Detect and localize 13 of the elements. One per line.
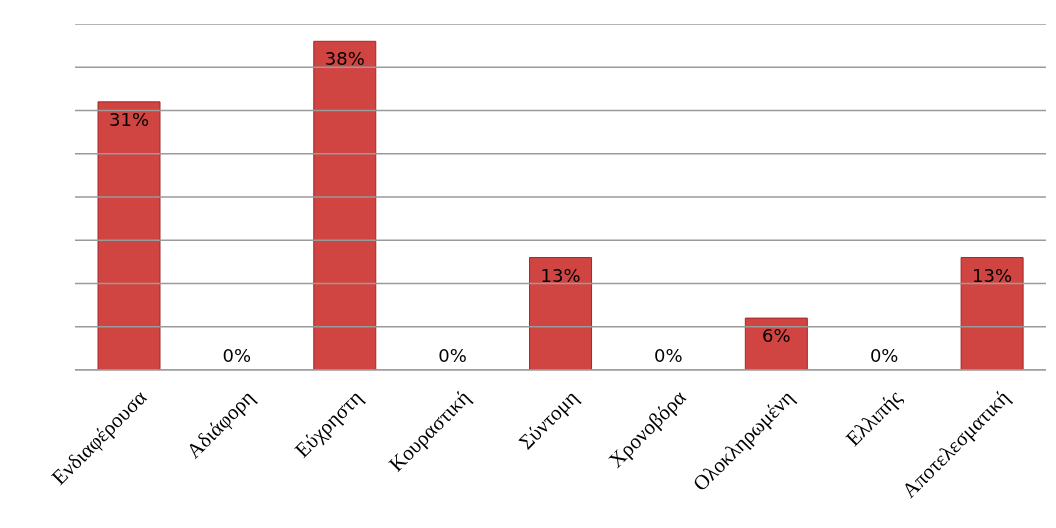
bar xyxy=(529,257,593,370)
data-label: 13% xyxy=(972,264,1013,286)
bar xyxy=(313,40,377,370)
data-label: 13% xyxy=(540,264,581,286)
data-label: 38% xyxy=(324,48,365,70)
data-label: 6% xyxy=(762,325,791,347)
data-label: 0% xyxy=(438,345,467,366)
bar xyxy=(97,101,161,370)
bar xyxy=(960,257,1024,370)
data-label: 31% xyxy=(108,108,150,130)
data-label: 0% xyxy=(222,345,252,366)
data-label: 0% xyxy=(869,345,899,366)
data-label: 0% xyxy=(654,345,683,366)
